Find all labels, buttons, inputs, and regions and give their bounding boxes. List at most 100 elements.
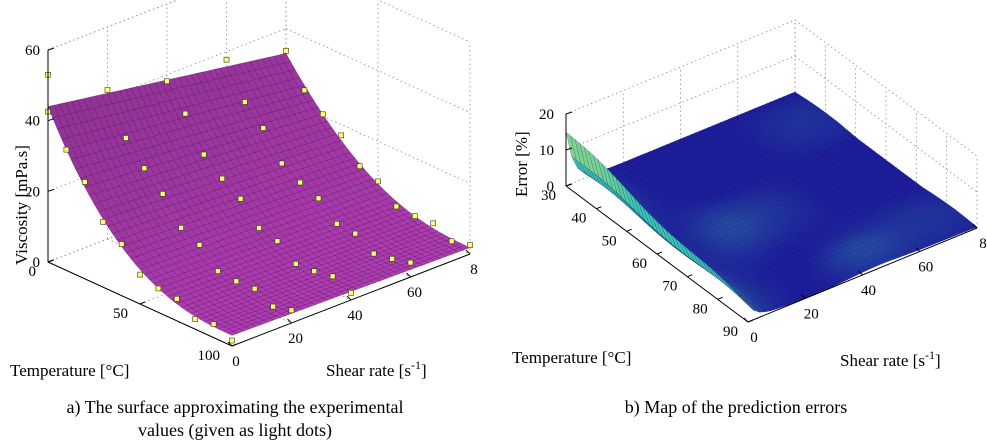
z-tick <box>565 147 573 151</box>
viscosity-chart-ticks: 0 20 40 60 0 50 100 0 20 40 60 8 <box>25 43 478 370</box>
experimental-point <box>178 224 184 231</box>
experimental-point <box>210 321 217 327</box>
temperature-tick-label: 90 <box>723 324 738 340</box>
temperature-tick <box>231 343 238 347</box>
experimental-point <box>297 179 303 186</box>
experimental-point <box>141 165 148 172</box>
experimental-point <box>164 78 170 85</box>
experimental-point <box>370 250 377 257</box>
shear-rate-tick-label: 60 <box>407 285 422 301</box>
experimental-point <box>348 289 354 296</box>
experimental-point <box>118 241 125 247</box>
shear-rate-tick-label: 8 <box>979 236 987 252</box>
temperature-tick-label: 50 <box>113 306 128 322</box>
z-tick <box>565 111 573 115</box>
grid-line <box>794 19 978 157</box>
shear-rate-tick <box>915 247 921 252</box>
viscosity-chart-axes <box>47 47 471 347</box>
z-tick-label: 20 <box>25 184 40 200</box>
error-chart-ticks: 0 10 20 30 40 50 60 70 80 90 0 20 40 60 8 <box>539 107 987 346</box>
experimental-point <box>329 273 336 280</box>
temperature-tick-label: 30 <box>541 188 556 204</box>
experimental-point <box>104 87 111 93</box>
viscosity-ylabel: Temperature [°C] <box>10 361 129 380</box>
shear-rate-tick-label: 40 <box>861 283 876 299</box>
viscosity-surface <box>47 53 471 336</box>
temperature-tick-label: 100 <box>198 348 221 364</box>
experimental-point <box>283 48 289 54</box>
error-ylabel: Temperature [°C] <box>512 348 631 367</box>
shear-rate-tick <box>227 341 233 347</box>
temperature-tick <box>565 183 572 187</box>
experimental-point <box>430 220 437 227</box>
z-tick-label: 60 <box>25 43 40 59</box>
experimental-point <box>196 242 203 248</box>
experimental-point <box>100 219 106 225</box>
experimental-points <box>45 48 473 344</box>
temperature-tick <box>47 259 54 263</box>
temperature-tick-label: 0 <box>29 264 37 280</box>
experimental-point <box>256 225 262 231</box>
z-tick-label: 20 <box>539 107 554 123</box>
experimental-point <box>159 191 166 197</box>
shear-rate-tick <box>406 272 411 278</box>
shear-rate-tick-label: 20 <box>288 331 303 347</box>
shear-rate-tick-label: 0 <box>232 354 240 370</box>
experimental-point <box>393 203 400 210</box>
experimental-point <box>260 125 267 131</box>
experimental-point <box>375 178 381 185</box>
shear-rate-tick <box>858 270 863 276</box>
error-surface <box>565 91 978 313</box>
experimental-point <box>288 307 295 314</box>
grid-line <box>565 55 796 151</box>
experimental-point <box>137 271 143 278</box>
temperature-tick <box>687 274 693 278</box>
experimental-point <box>219 175 225 182</box>
experimental-point <box>467 242 473 248</box>
experimental-point <box>192 316 198 322</box>
shear-rate-tick-label: 40 <box>348 308 363 324</box>
experimental-point <box>311 268 318 274</box>
experimental-point <box>315 195 322 202</box>
caption-a-line1: a) The surface approximating the experim… <box>66 397 403 418</box>
z-tick <box>47 47 55 51</box>
experimental-point <box>201 151 207 158</box>
experimental-point <box>292 261 299 267</box>
caption-a-line2: values (given as light dots) <box>138 420 332 441</box>
surface-patch <box>743 299 754 311</box>
temperature-tick <box>747 319 754 323</box>
temperature-tick-label: 60 <box>632 256 647 272</box>
experimental-point <box>356 163 363 170</box>
z-tick <box>47 118 55 122</box>
experimental-point <box>301 87 308 94</box>
viscosity-xlabel: Shear rate [s-1] <box>326 358 427 380</box>
grid-line <box>47 28 287 122</box>
z-tick-label: 0 <box>33 255 41 271</box>
experimental-point <box>223 56 230 63</box>
error-zlabel: Error [%] <box>512 131 531 197</box>
error-chart-axes <box>565 111 978 323</box>
experimental-point <box>389 255 395 262</box>
shear-rate-tick <box>743 317 749 323</box>
temperature-tick <box>626 228 632 232</box>
surface-patch <box>226 330 239 336</box>
z-tick-label: 10 <box>539 143 554 159</box>
shear-rate-tick-label: 60 <box>918 260 933 276</box>
experimental-point <box>319 111 326 118</box>
experimental-point <box>352 230 359 237</box>
experimental-point <box>338 132 345 139</box>
shear-rate-tick <box>972 223 978 229</box>
experimental-point <box>123 135 129 141</box>
temperature-tick-label: 80 <box>693 301 708 317</box>
temperature-tick <box>717 296 723 300</box>
shear-rate-tick <box>465 249 471 255</box>
shear-rate-tick <box>800 294 806 299</box>
experimental-point <box>237 195 244 202</box>
error-xlabel: Shear rate [s-1] <box>840 348 941 370</box>
experimental-point <box>215 268 221 274</box>
temperature-tick <box>596 206 602 210</box>
experimental-point <box>407 259 414 266</box>
error-surface-chart: 0 10 20 30 40 50 60 70 80 90 0 20 40 60 8 Error [%] Te… <box>512 19 987 418</box>
